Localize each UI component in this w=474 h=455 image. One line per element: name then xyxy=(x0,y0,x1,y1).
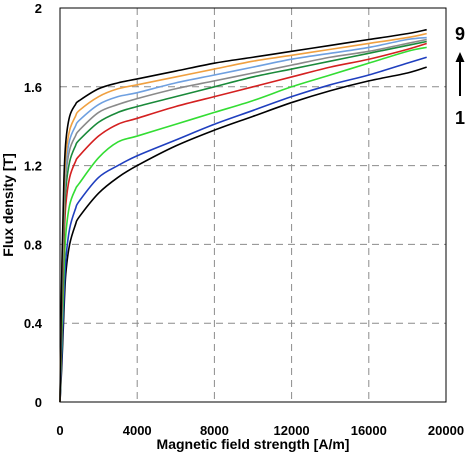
series-line-2 xyxy=(59,56,427,403)
y-tick-label: 1.2 xyxy=(24,159,42,174)
x-tick-label: 8000 xyxy=(200,423,229,438)
series-line-7 xyxy=(59,36,427,403)
series-line-3 xyxy=(59,46,427,403)
x-tick-labels: 0 4000 8000 12000 16000 20000 xyxy=(56,423,464,438)
series-line-9 xyxy=(59,28,427,403)
series-line-6 xyxy=(59,38,427,403)
x-tick-label: 16000 xyxy=(351,423,387,438)
series-line-5 xyxy=(59,40,427,403)
y-tick-label: 1.6 xyxy=(24,80,42,95)
y-tick-label: 0.8 xyxy=(24,237,42,252)
x-tick-label: 4000 xyxy=(123,423,152,438)
annotation-bottom-number: 1 xyxy=(455,108,465,128)
y-tick-labels: 0 0.4 0.8 1.2 1.6 2 xyxy=(24,1,43,410)
series-lines xyxy=(59,28,427,403)
series-line-1 xyxy=(59,66,427,403)
y-tick-label: 0.4 xyxy=(24,316,43,331)
x-axis-title: Magnetic field strength [A/m] xyxy=(157,436,350,452)
y-tick-label: 2 xyxy=(35,1,42,16)
x-tick-label: 0 xyxy=(56,423,63,438)
plot-frame xyxy=(59,7,447,403)
annotation-arrow-head xyxy=(455,52,465,62)
y-axis-title: Flux density [T] xyxy=(0,153,16,256)
x-tick-label: 12000 xyxy=(274,423,310,438)
x-tick-label: 20000 xyxy=(428,423,464,438)
y-tick-label: 0 xyxy=(35,395,42,410)
annotation-top-number: 9 xyxy=(455,24,465,44)
